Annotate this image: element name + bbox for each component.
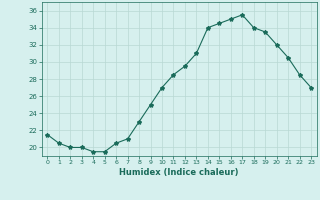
X-axis label: Humidex (Indice chaleur): Humidex (Indice chaleur) [119,168,239,177]
